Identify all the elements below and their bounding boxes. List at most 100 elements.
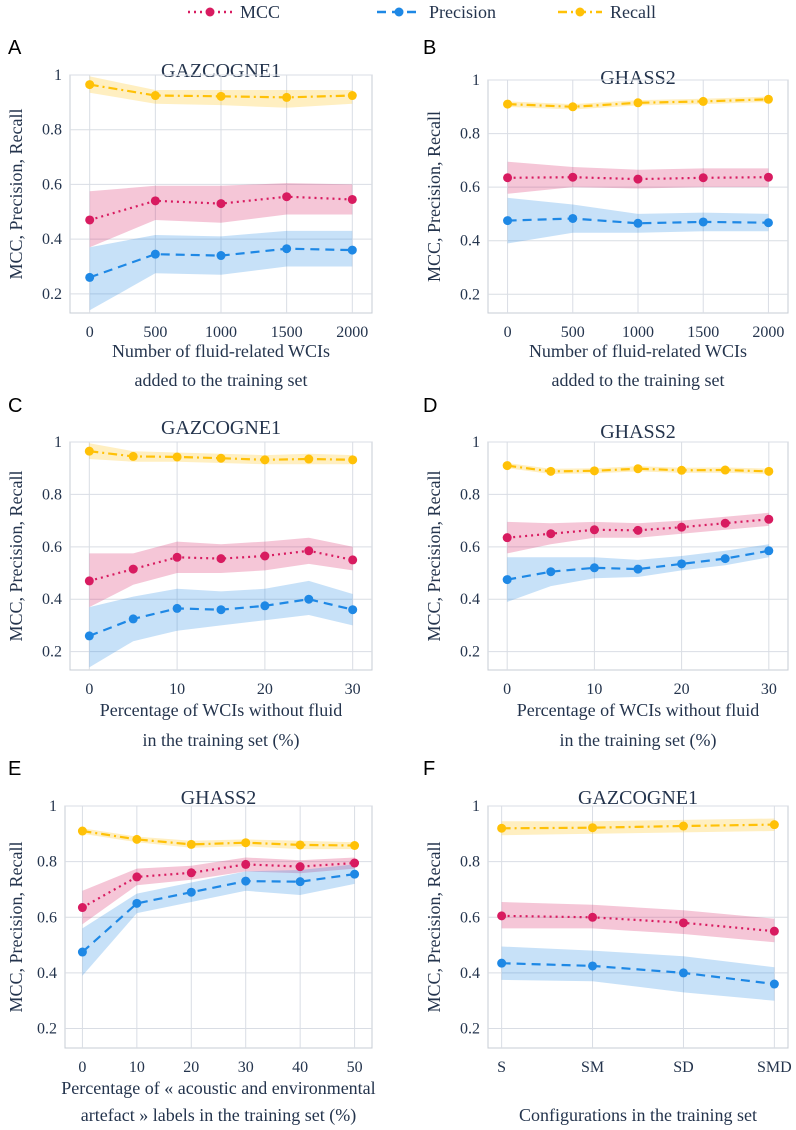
point-precision [304,594,314,604]
point-mcc [172,552,182,562]
point-mcc [633,525,643,535]
point-recall [503,99,513,109]
x-tick-label: 0 [85,681,93,698]
point-recall [260,455,270,465]
band-precision [82,864,355,976]
point-recall [678,821,688,831]
x-tick-label: 20 [257,681,273,698]
point-mcc [633,174,643,184]
point-precision [295,877,305,887]
point-precision [720,554,730,564]
x-axis-label: Percentage of WCIs without fluid [517,700,760,720]
point-precision [769,979,779,989]
point-recall [348,455,358,465]
x-tick-label: 0 [504,324,512,341]
line-recall [501,823,775,830]
point-recall [763,94,773,104]
x-axis-label: artefact » labels in the training set (%… [81,1105,356,1126]
line-precision [507,217,769,225]
point-recall [546,466,556,476]
band-mcc [501,902,775,943]
legend-marker [394,7,404,17]
point-precision [497,958,507,968]
y-tick-label: 0.4 [37,965,57,982]
x-tick-label: 2000 [752,324,784,341]
y-tick-label: 0.4 [42,231,62,248]
point-recall [347,91,357,101]
x-tick-label: 1000 [205,324,237,341]
y-tick-label: 0.2 [460,644,480,661]
legend: MCC Precision Recall [188,2,656,22]
point-recall [769,820,779,830]
x-tick-label: SM [581,1059,604,1076]
x-tick-label: 0 [86,324,94,341]
panel-b: B GHASS2 0.2 0.4 0.6 0.8 1 0 500 1000 1500 2000 MCC,… [423,37,789,390]
point-precision [216,251,226,261]
point-mcc [216,199,226,209]
x-tick-label: S [497,1059,506,1076]
x-tick-label: 1500 [271,324,303,341]
point-recall [172,452,182,462]
point-precision [172,603,182,613]
y-tick-label: 0.6 [460,909,480,926]
y-axis-label: MCC, Precision, Recall [424,111,444,282]
y-tick-label: 1 [472,434,480,451]
point-mcc [77,903,87,913]
line-recall [89,83,353,99]
point-mcc [282,192,292,202]
x-axis-label: Configurations in the training set [519,1105,757,1125]
y-axis-label: MCC, Precision, Recall [6,109,26,280]
point-mcc [720,518,730,528]
y-tick-label: 0.6 [37,909,57,926]
x-axis-label: in the training set (%) [560,730,717,751]
point-mcc [769,926,779,936]
chart-title: GAZCOGNE1 [161,417,281,439]
y-axis-label: MCC, Precision, Recall [6,471,26,642]
point-precision [588,961,598,971]
point-precision [677,559,687,569]
line-precision [501,962,775,986]
x-tick-label: 30 [345,681,361,698]
x-tick-label: 0 [503,681,511,698]
point-precision [85,272,95,282]
x-tick-label: 20 [183,1059,199,1076]
point-mcc [295,862,305,872]
x-tick-label: 10 [129,1059,145,1076]
point-mcc [85,215,95,225]
y-tick-label: 0.4 [42,591,62,608]
point-precision [503,216,513,226]
y-tick-label: 0.8 [460,126,480,143]
point-precision [502,575,512,585]
y-tick-label: 0.2 [460,286,480,303]
y-tick-label: 1 [54,67,62,84]
point-precision [77,947,87,957]
point-recall [282,92,292,102]
line-recall [82,829,355,847]
point-precision [128,614,138,624]
y-tick-label: 0.6 [42,176,62,193]
y-tick-label: 0.2 [42,644,62,661]
point-precision [241,876,251,886]
x-tick-label: SMD [757,1059,792,1076]
point-recall [677,465,687,475]
point-precision [633,564,643,574]
point-recall [568,102,578,112]
x-tick-label: 1000 [622,324,654,341]
point-precision [546,567,556,577]
point-precision [764,546,774,556]
panel-letter: E [8,758,21,780]
point-precision [698,217,708,227]
panel-letter: C [8,395,22,417]
x-tick-label: 30 [238,1059,254,1076]
point-recall [502,461,512,471]
x-tick-label: SD [673,1059,693,1076]
point-recall [588,823,598,833]
y-tick-label: 0.8 [460,486,480,503]
x-tick-label: 2000 [336,324,368,341]
point-precision [132,898,142,908]
point-recall [633,464,643,474]
